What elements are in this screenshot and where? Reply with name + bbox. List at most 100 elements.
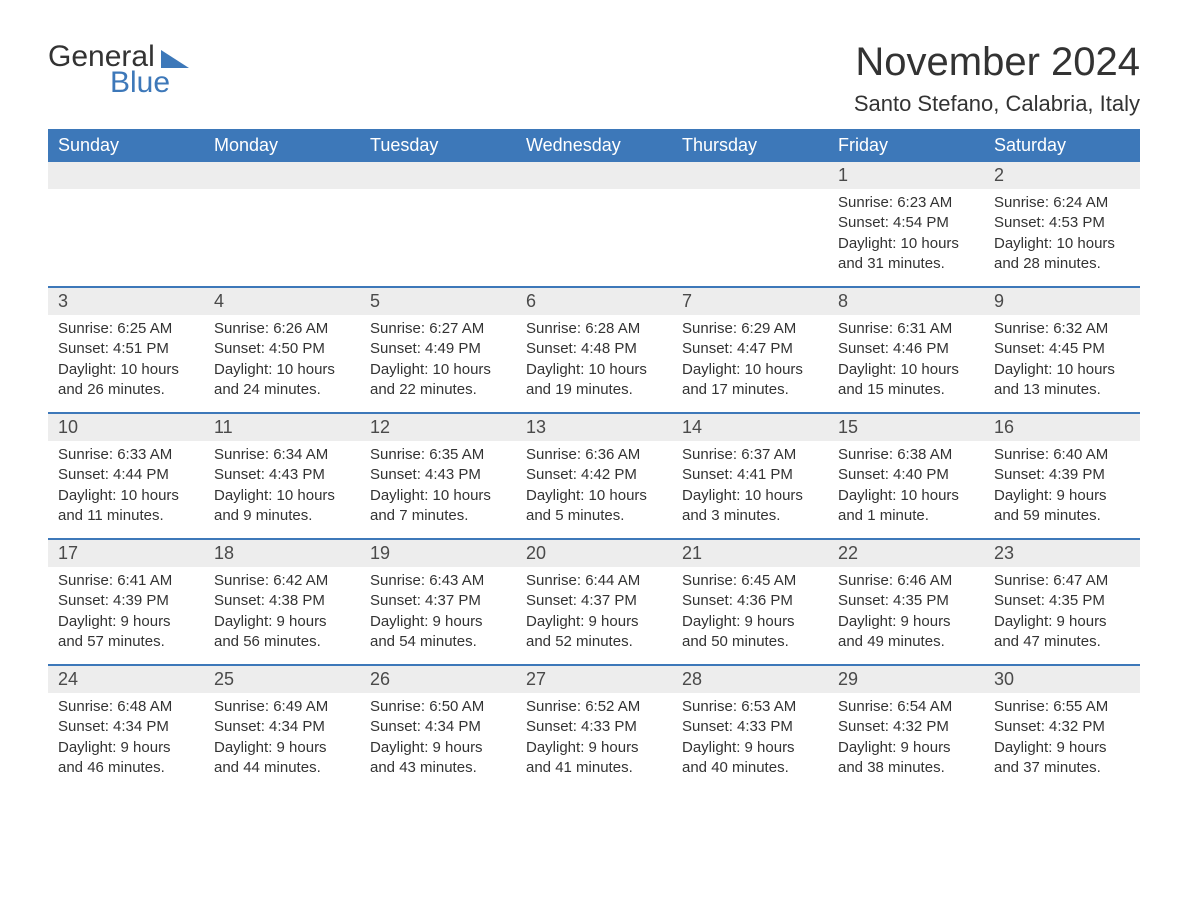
- sunrise-text: Sunrise: 6:38 AM: [838, 445, 974, 465]
- day-cell: [48, 162, 204, 286]
- daylight-text: Daylight: 10 hours and 3 minutes.: [682, 486, 818, 527]
- weekday-header: Wednesday: [516, 129, 672, 162]
- day-number: 1: [828, 162, 984, 189]
- day-cell: [516, 162, 672, 286]
- day-cell: [672, 162, 828, 286]
- sunset-text: Sunset: 4:32 PM: [994, 717, 1130, 737]
- day-body: Sunrise: 6:32 AMSunset: 4:45 PMDaylight:…: [984, 315, 1140, 412]
- sunrise-text: Sunrise: 6:40 AM: [994, 445, 1130, 465]
- weekday-header-row: SundayMondayTuesdayWednesdayThursdayFrid…: [48, 129, 1140, 162]
- day-number: [516, 162, 672, 189]
- day-number: 15: [828, 414, 984, 441]
- day-number: 10: [48, 414, 204, 441]
- day-number: 28: [672, 666, 828, 693]
- sunset-text: Sunset: 4:35 PM: [994, 591, 1130, 611]
- day-number: 26: [360, 666, 516, 693]
- weekday-header: Friday: [828, 129, 984, 162]
- daylight-text: Daylight: 9 hours and 43 minutes.: [370, 738, 506, 779]
- logo-word-blue: Blue: [110, 66, 170, 100]
- day-number: 19: [360, 540, 516, 567]
- sunrise-text: Sunrise: 6:32 AM: [994, 319, 1130, 339]
- day-number: [48, 162, 204, 189]
- day-body: Sunrise: 6:48 AMSunset: 4:34 PMDaylight:…: [48, 693, 204, 790]
- day-body: Sunrise: 6:49 AMSunset: 4:34 PMDaylight:…: [204, 693, 360, 790]
- day-number: 24: [48, 666, 204, 693]
- daylight-text: Daylight: 10 hours and 22 minutes.: [370, 360, 506, 401]
- sunrise-text: Sunrise: 6:25 AM: [58, 319, 194, 339]
- day-cell: 23Sunrise: 6:47 AMSunset: 4:35 PMDayligh…: [984, 540, 1140, 664]
- weekday-header: Thursday: [672, 129, 828, 162]
- sunset-text: Sunset: 4:47 PM: [682, 339, 818, 359]
- day-cell: 25Sunrise: 6:49 AMSunset: 4:34 PMDayligh…: [204, 666, 360, 790]
- day-body: Sunrise: 6:23 AMSunset: 4:54 PMDaylight:…: [828, 189, 984, 286]
- daylight-text: Daylight: 9 hours and 37 minutes.: [994, 738, 1130, 779]
- day-cell: 10Sunrise: 6:33 AMSunset: 4:44 PMDayligh…: [48, 414, 204, 538]
- day-cell: [204, 162, 360, 286]
- daylight-text: Daylight: 9 hours and 52 minutes.: [526, 612, 662, 653]
- daylight-text: Daylight: 10 hours and 11 minutes.: [58, 486, 194, 527]
- day-body: Sunrise: 6:50 AMSunset: 4:34 PMDaylight:…: [360, 693, 516, 790]
- sunrise-text: Sunrise: 6:23 AM: [838, 193, 974, 213]
- sunset-text: Sunset: 4:43 PM: [214, 465, 350, 485]
- daylight-text: Daylight: 10 hours and 13 minutes.: [994, 360, 1130, 401]
- day-body: [204, 189, 360, 269]
- sunset-text: Sunset: 4:54 PM: [838, 213, 974, 233]
- weeks-container: 1Sunrise: 6:23 AMSunset: 4:54 PMDaylight…: [48, 162, 1140, 790]
- day-body: Sunrise: 6:52 AMSunset: 4:33 PMDaylight:…: [516, 693, 672, 790]
- sunrise-text: Sunrise: 6:26 AM: [214, 319, 350, 339]
- day-body: Sunrise: 6:28 AMSunset: 4:48 PMDaylight:…: [516, 315, 672, 412]
- daylight-text: Daylight: 10 hours and 17 minutes.: [682, 360, 818, 401]
- day-body: Sunrise: 6:31 AMSunset: 4:46 PMDaylight:…: [828, 315, 984, 412]
- day-body: Sunrise: 6:35 AMSunset: 4:43 PMDaylight:…: [360, 441, 516, 538]
- day-number: 12: [360, 414, 516, 441]
- sunset-text: Sunset: 4:33 PM: [682, 717, 818, 737]
- sunset-text: Sunset: 4:32 PM: [838, 717, 974, 737]
- week-row: 3Sunrise: 6:25 AMSunset: 4:51 PMDaylight…: [48, 286, 1140, 412]
- daylight-text: Daylight: 9 hours and 50 minutes.: [682, 612, 818, 653]
- daylight-text: Daylight: 9 hours and 54 minutes.: [370, 612, 506, 653]
- day-cell: 18Sunrise: 6:42 AMSunset: 4:38 PMDayligh…: [204, 540, 360, 664]
- day-cell: [360, 162, 516, 286]
- logo-sail-icon: [161, 50, 189, 68]
- day-body: Sunrise: 6:36 AMSunset: 4:42 PMDaylight:…: [516, 441, 672, 538]
- sunset-text: Sunset: 4:42 PM: [526, 465, 662, 485]
- daylight-text: Daylight: 10 hours and 28 minutes.: [994, 234, 1130, 275]
- calendar: SundayMondayTuesdayWednesdayThursdayFrid…: [48, 129, 1140, 790]
- day-number: 25: [204, 666, 360, 693]
- daylight-text: Daylight: 9 hours and 38 minutes.: [838, 738, 974, 779]
- day-number: 17: [48, 540, 204, 567]
- daylight-text: Daylight: 9 hours and 57 minutes.: [58, 612, 194, 653]
- day-body: Sunrise: 6:47 AMSunset: 4:35 PMDaylight:…: [984, 567, 1140, 664]
- daylight-text: Daylight: 9 hours and 40 minutes.: [682, 738, 818, 779]
- daylight-text: Daylight: 9 hours and 56 minutes.: [214, 612, 350, 653]
- day-number: 8: [828, 288, 984, 315]
- day-body: Sunrise: 6:45 AMSunset: 4:36 PMDaylight:…: [672, 567, 828, 664]
- logo: General Blue: [48, 40, 189, 100]
- day-number: 6: [516, 288, 672, 315]
- day-cell: 2Sunrise: 6:24 AMSunset: 4:53 PMDaylight…: [984, 162, 1140, 286]
- sunset-text: Sunset: 4:38 PM: [214, 591, 350, 611]
- daylight-text: Daylight: 9 hours and 44 minutes.: [214, 738, 350, 779]
- day-cell: 1Sunrise: 6:23 AMSunset: 4:54 PMDaylight…: [828, 162, 984, 286]
- week-row: 17Sunrise: 6:41 AMSunset: 4:39 PMDayligh…: [48, 538, 1140, 664]
- sunset-text: Sunset: 4:39 PM: [58, 591, 194, 611]
- sunset-text: Sunset: 4:53 PM: [994, 213, 1130, 233]
- day-number: 3: [48, 288, 204, 315]
- sunset-text: Sunset: 4:40 PM: [838, 465, 974, 485]
- week-row: 1Sunrise: 6:23 AMSunset: 4:54 PMDaylight…: [48, 162, 1140, 286]
- sunset-text: Sunset: 4:49 PM: [370, 339, 506, 359]
- day-cell: 5Sunrise: 6:27 AMSunset: 4:49 PMDaylight…: [360, 288, 516, 412]
- week-row: 10Sunrise: 6:33 AMSunset: 4:44 PMDayligh…: [48, 412, 1140, 538]
- sunrise-text: Sunrise: 6:33 AM: [58, 445, 194, 465]
- day-number: 23: [984, 540, 1140, 567]
- day-cell: 22Sunrise: 6:46 AMSunset: 4:35 PMDayligh…: [828, 540, 984, 664]
- sunset-text: Sunset: 4:34 PM: [370, 717, 506, 737]
- month-title: November 2024: [854, 40, 1140, 85]
- sunrise-text: Sunrise: 6:42 AM: [214, 571, 350, 591]
- day-body: Sunrise: 6:27 AMSunset: 4:49 PMDaylight:…: [360, 315, 516, 412]
- day-cell: 7Sunrise: 6:29 AMSunset: 4:47 PMDaylight…: [672, 288, 828, 412]
- sunset-text: Sunset: 4:43 PM: [370, 465, 506, 485]
- daylight-text: Daylight: 9 hours and 49 minutes.: [838, 612, 974, 653]
- day-cell: 14Sunrise: 6:37 AMSunset: 4:41 PMDayligh…: [672, 414, 828, 538]
- sunrise-text: Sunrise: 6:28 AM: [526, 319, 662, 339]
